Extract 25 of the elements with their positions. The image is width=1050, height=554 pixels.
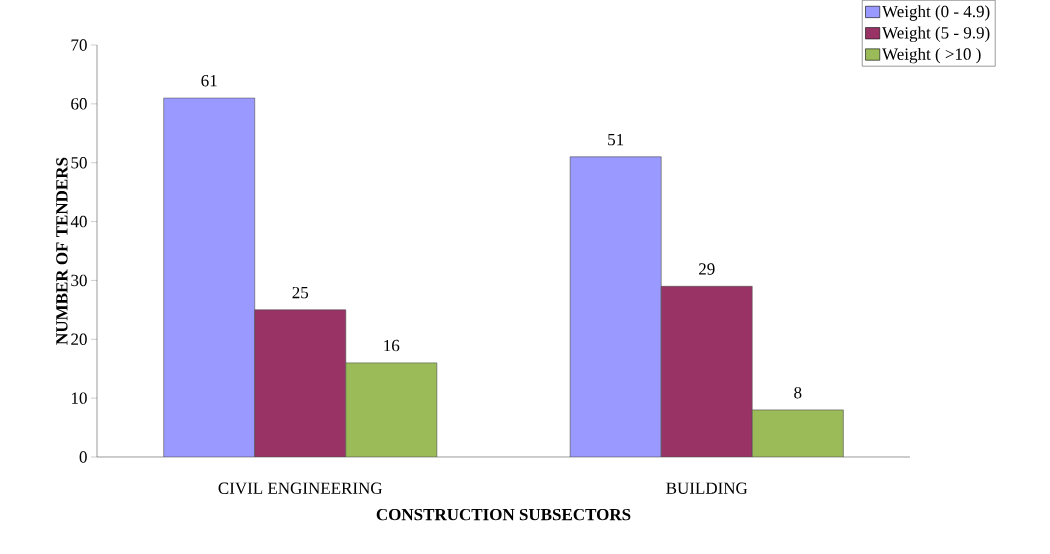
x-tick-label: BUILDING [666, 482, 748, 494]
legend-label: Weight ( >10 ) [882, 47, 981, 64]
data-label: 8 [794, 386, 802, 399]
x-tick-label: CIVIL ENGINEERING [218, 482, 383, 495]
data-label: 25 [292, 286, 309, 299]
y-tick-label: 0 [79, 451, 87, 463]
data-label: 16 [384, 339, 400, 352]
x-axis-title: CONSTRUCTION SUBSECTORS [376, 508, 631, 521]
y-tick-label: 70 [71, 39, 87, 51]
legend-label: Weight (0 - 4.9) [882, 5, 990, 21]
data-label: 51 [608, 133, 624, 146]
y-tick-label: 50 [71, 156, 87, 169]
data-label: 61 [201, 75, 217, 87]
bar [254, 309, 347, 457]
bar [660, 286, 753, 457]
bar [569, 156, 662, 457]
y-tick-label: 40 [70, 215, 87, 228]
y-tick-label: 10 [71, 392, 87, 404]
y-tick-label: 60 [71, 98, 87, 110]
data-label: 29 [699, 263, 715, 275]
y-tick-label: 20 [71, 333, 87, 346]
bar [163, 97, 256, 457]
legend-label: Weight (5 - 9.9) [882, 26, 990, 43]
y-axis-title: NUMBER OF TENDERS [56, 157, 68, 345]
y-tick-label: 30 [71, 274, 87, 287]
